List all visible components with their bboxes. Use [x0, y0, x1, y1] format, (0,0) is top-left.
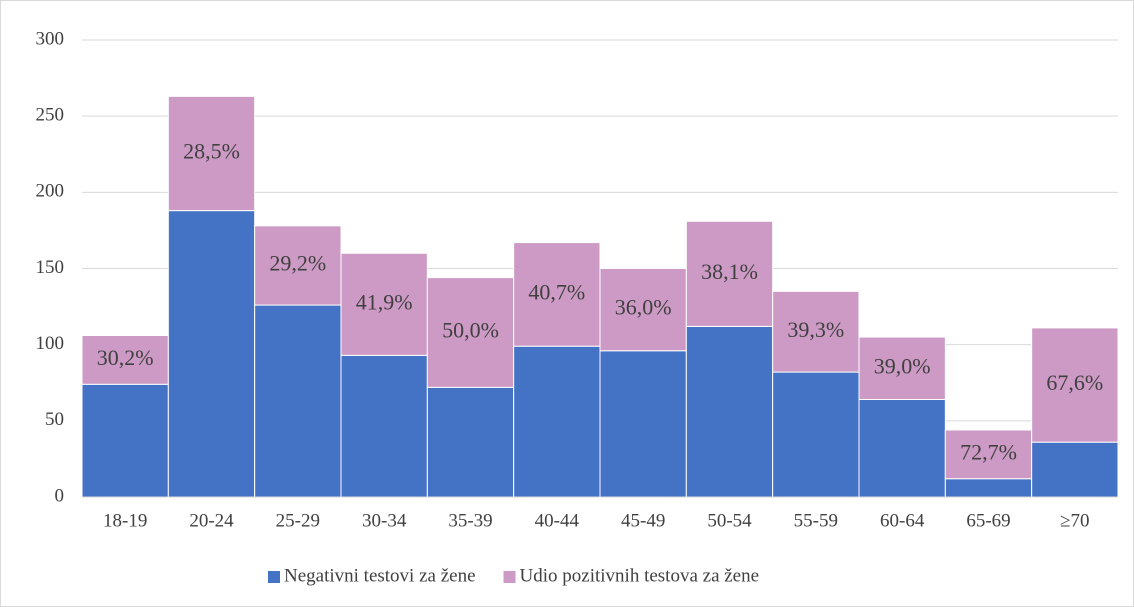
data-label: 72,7% — [960, 439, 1017, 464]
bar-segment — [944, 478, 1033, 498]
x-tick-label: 50-54 — [707, 510, 752, 531]
y-tick-label: 250 — [36, 105, 65, 126]
x-tick-label: ≥70 — [1060, 510, 1089, 531]
x-tick-label: 45-49 — [621, 510, 665, 531]
bar-segment — [254, 225, 342, 306]
x-tick-label: 35-39 — [448, 510, 492, 531]
data-label: 29,2% — [269, 251, 326, 276]
y-tick-label: 50 — [45, 409, 64, 430]
data-label: 40,7% — [528, 279, 585, 304]
bar-segment — [81, 383, 169, 498]
legend-label: Udio pozitivnih testova za žene — [520, 565, 760, 586]
bar-segment — [81, 335, 169, 385]
data-label: 41,9% — [356, 289, 413, 314]
bar-segment — [685, 325, 774, 498]
legend-swatch — [268, 571, 280, 583]
bar-segment — [426, 386, 515, 498]
x-tick-label: 20-24 — [189, 510, 234, 531]
bar-segment — [772, 290, 860, 373]
legend-swatch — [503, 571, 516, 583]
x-tick-label: 25-29 — [276, 510, 320, 531]
x-tick-label: 65-69 — [966, 510, 1010, 531]
y-tick-label: 0 — [55, 485, 65, 506]
bar-segment — [340, 252, 428, 356]
data-label: 30,2% — [97, 345, 154, 370]
bar-segment — [944, 429, 1033, 480]
legend-label: Negativni testovi za žene — [284, 565, 476, 586]
bar-segment — [1031, 327, 1119, 443]
bar-segment — [340, 354, 428, 498]
bar-segment — [167, 95, 256, 212]
bar-segment — [254, 304, 342, 498]
data-label: 39,0% — [874, 353, 931, 378]
x-tick-label: 60-64 — [880, 510, 925, 531]
x-tick-label: 30-34 — [362, 510, 407, 531]
y-tick-label: 300 — [36, 28, 65, 49]
data-label: 38,1% — [701, 259, 758, 284]
bar-segment — [599, 350, 687, 498]
bar-segment — [167, 210, 256, 498]
data-label: 28,5% — [183, 139, 240, 164]
data-label: 36,0% — [615, 295, 672, 320]
bar-segment — [858, 336, 946, 401]
bar-segment — [685, 220, 774, 327]
data-label: 67,6% — [1046, 370, 1103, 395]
data-label: 39,3% — [787, 317, 844, 342]
bar-segment — [1031, 441, 1119, 498]
y-tick-label: 150 — [36, 257, 65, 278]
x-tick-label: 55-59 — [794, 510, 838, 531]
bar-segment — [772, 371, 860, 498]
y-tick-label: 100 — [36, 333, 65, 354]
bar-segment — [426, 277, 515, 388]
x-tick-label: 18-19 — [103, 510, 147, 531]
bar-segment — [513, 345, 601, 498]
y-tick-label: 200 — [36, 181, 65, 202]
bar-segment — [858, 399, 946, 498]
x-tick-label: 40-44 — [535, 510, 580, 531]
data-label: 50,0% — [442, 318, 499, 343]
